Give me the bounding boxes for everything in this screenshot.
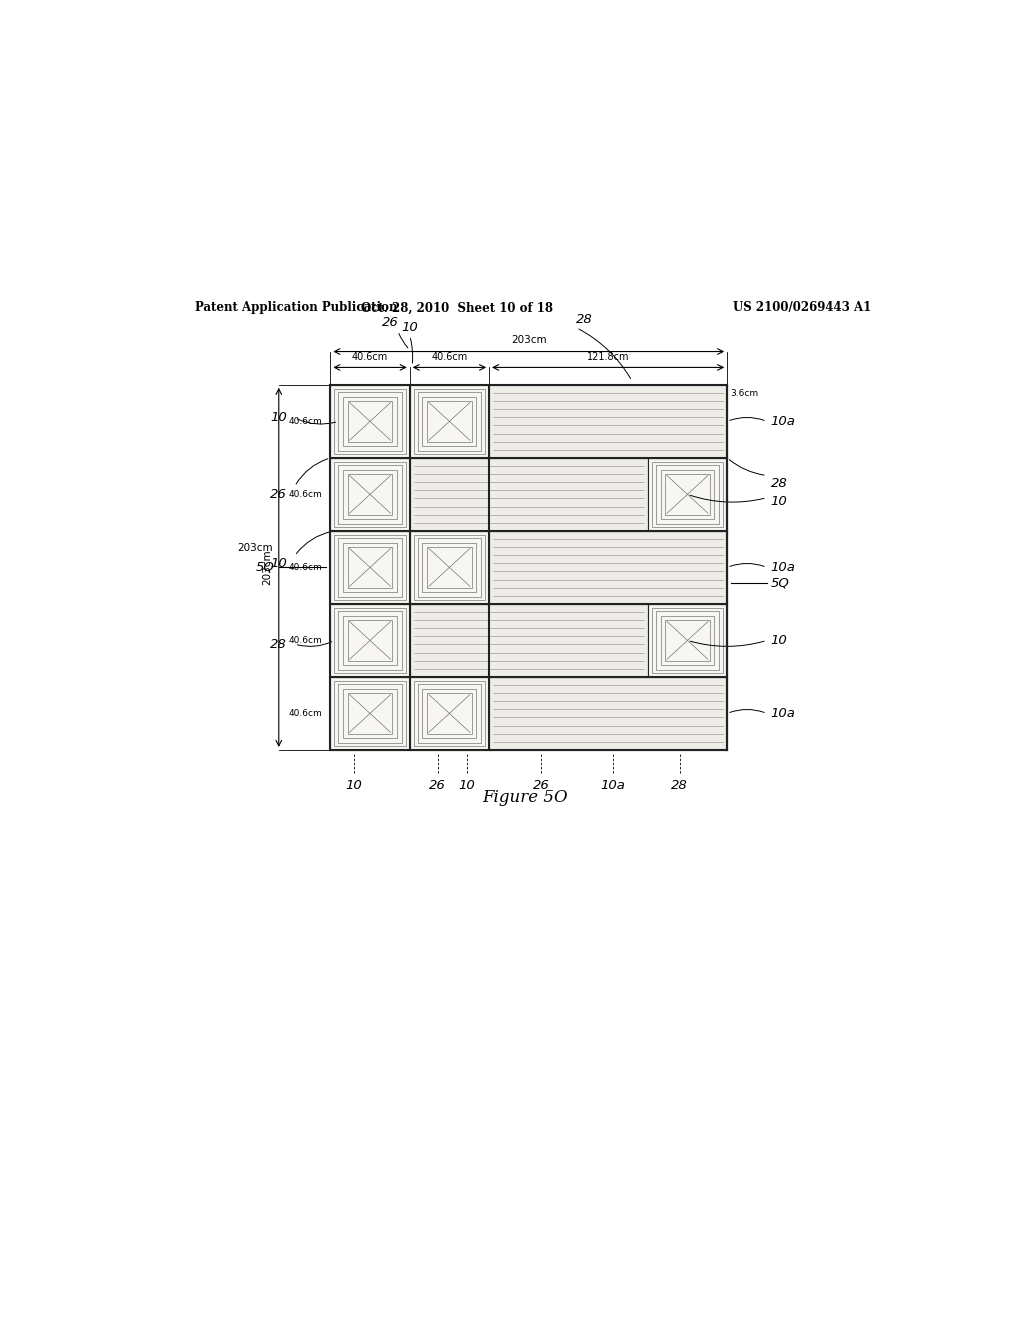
Bar (410, 385, 489, 458)
Text: 10a: 10a (600, 779, 626, 792)
Text: 5Q: 5Q (256, 561, 274, 574)
Bar (334, 607, 406, 673)
Bar (660, 615, 715, 665)
Bar (423, 396, 476, 446)
Text: Figure 5O: Figure 5O (482, 789, 567, 807)
Bar (348, 546, 392, 587)
Bar (418, 539, 481, 597)
Bar (652, 607, 723, 673)
Bar (648, 458, 727, 531)
Bar (410, 458, 648, 531)
Bar (338, 684, 401, 743)
Text: 40.6cm: 40.6cm (289, 562, 323, 572)
Bar (666, 474, 710, 515)
Text: 40.6cm: 40.6cm (289, 636, 323, 645)
Text: US 2100/0269443 A1: US 2100/0269443 A1 (733, 301, 871, 314)
Bar (423, 543, 476, 593)
Bar (331, 458, 410, 531)
Bar (489, 385, 727, 458)
Bar (410, 677, 489, 750)
Text: 40.6cm: 40.6cm (289, 490, 323, 499)
Bar (418, 684, 481, 743)
Bar (334, 462, 406, 527)
Bar (648, 605, 727, 677)
Text: 10: 10 (401, 321, 418, 334)
Bar (655, 465, 719, 524)
Text: 10a: 10a (771, 561, 796, 574)
Text: 3.6cm: 3.6cm (730, 389, 759, 397)
Bar (414, 535, 485, 601)
Bar (414, 388, 485, 454)
Text: 26: 26 (534, 779, 550, 792)
Bar (423, 689, 476, 738)
Bar (331, 677, 410, 750)
Bar (334, 388, 406, 454)
Bar (652, 462, 723, 527)
Bar (414, 681, 485, 746)
Bar (343, 543, 397, 593)
Bar (338, 539, 401, 597)
Bar (410, 605, 648, 677)
Text: 121.8cm: 121.8cm (587, 352, 630, 362)
Text: 28: 28 (771, 477, 787, 490)
Text: Oct. 28, 2010  Sheet 10 of 18: Oct. 28, 2010 Sheet 10 of 18 (361, 301, 553, 314)
Text: 10: 10 (270, 412, 287, 424)
Bar (343, 689, 397, 738)
Bar (331, 385, 410, 458)
Text: 10: 10 (771, 495, 787, 508)
Text: 203cm: 203cm (262, 549, 272, 585)
Text: 40.6cm: 40.6cm (289, 709, 323, 718)
Text: 26: 26 (382, 317, 398, 330)
Text: 28: 28 (270, 638, 287, 651)
Text: 28: 28 (671, 779, 688, 792)
Bar (331, 531, 410, 605)
Bar (666, 620, 710, 661)
Bar (338, 465, 401, 524)
Text: Patent Application Publication: Patent Application Publication (196, 301, 398, 314)
Text: 40.6cm: 40.6cm (289, 417, 323, 426)
Bar (348, 401, 392, 442)
Bar (489, 677, 727, 750)
Text: 26: 26 (270, 488, 287, 500)
Bar (427, 546, 472, 587)
Text: 10: 10 (459, 779, 475, 792)
Bar (427, 693, 472, 734)
Bar (338, 611, 401, 669)
Text: 26: 26 (429, 779, 445, 792)
Text: 203cm: 203cm (511, 335, 547, 346)
Text: 10a: 10a (771, 414, 796, 428)
Bar (410, 531, 489, 605)
Bar (348, 693, 392, 734)
Bar (334, 681, 406, 746)
Bar (338, 392, 401, 450)
Text: 10: 10 (771, 634, 787, 647)
Text: 40.6cm: 40.6cm (431, 352, 468, 362)
Bar (418, 392, 481, 450)
Bar (348, 620, 392, 661)
Text: 10: 10 (346, 779, 362, 792)
Text: 28: 28 (575, 313, 593, 326)
Bar (334, 535, 406, 601)
Bar (343, 396, 397, 446)
Bar (331, 605, 410, 677)
Text: 10a: 10a (771, 708, 796, 719)
Text: 10: 10 (270, 557, 287, 570)
Bar (655, 611, 719, 669)
Bar (660, 470, 715, 519)
Bar (348, 474, 392, 515)
Text: 40.6cm: 40.6cm (352, 352, 388, 362)
Bar (489, 531, 727, 605)
Text: 5Q: 5Q (771, 577, 790, 590)
Bar (343, 615, 397, 665)
Text: 203cm: 203cm (238, 543, 273, 553)
Bar (427, 401, 472, 442)
Bar (343, 470, 397, 519)
